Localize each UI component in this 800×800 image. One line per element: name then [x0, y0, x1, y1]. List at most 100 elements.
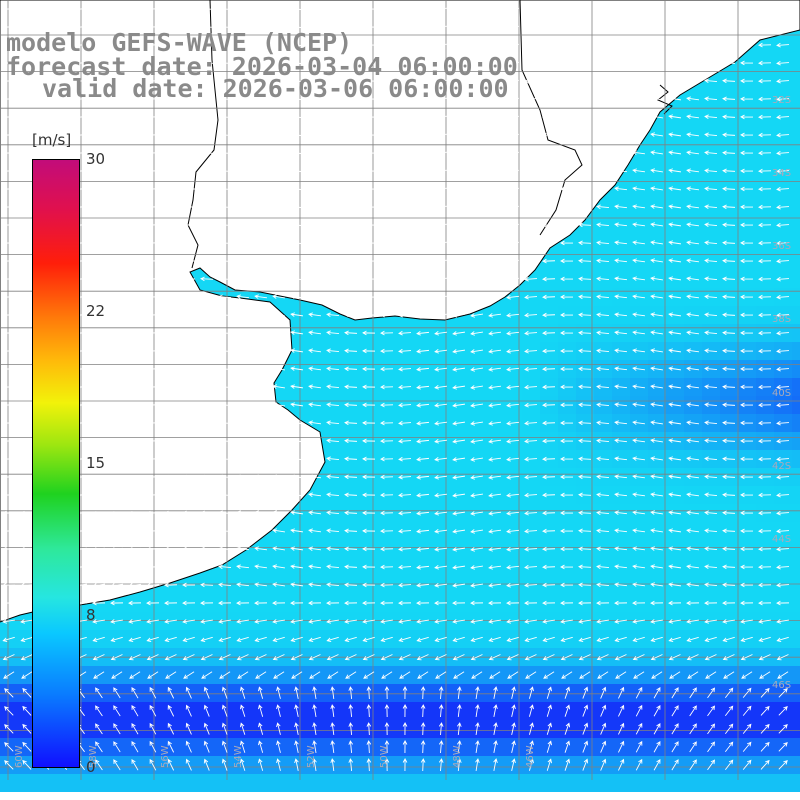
wind-arrow	[110, 457, 124, 462]
wind-arrow	[632, 654, 645, 661]
wind-arrow	[380, 600, 394, 606]
wind-arrow	[2, 366, 16, 372]
wind-arrow	[398, 204, 412, 210]
wind-arrow	[380, 240, 394, 246]
wind-arrow	[614, 546, 628, 551]
wind-arrow	[398, 528, 412, 534]
wind-arrow	[272, 114, 286, 119]
wind-arrow	[290, 312, 304, 317]
wind-cell	[72, 774, 90, 792]
wind-arrow	[258, 722, 264, 735]
wind-arrow	[506, 565, 520, 570]
wind-arrow	[254, 294, 268, 299]
wind-arrow	[110, 385, 124, 390]
wind-arrow	[777, 671, 789, 679]
wind-arrow	[380, 420, 394, 426]
wind-arrow	[704, 42, 718, 48]
wind-arrow	[434, 403, 448, 408]
wind-arrow	[704, 168, 718, 174]
wind-arrow	[722, 510, 736, 516]
wind-arrow	[113, 741, 121, 753]
wind-arrow	[200, 366, 214, 372]
wind-arrow	[182, 294, 196, 300]
wind-arrow	[2, 564, 16, 570]
wind-arrow	[452, 493, 466, 498]
wind-arrow	[398, 78, 412, 84]
wind-arrow	[668, 492, 682, 497]
wind-arrow	[668, 348, 682, 353]
wind-arrow	[488, 439, 502, 444]
wind-arrow	[542, 204, 556, 210]
wind-arrow	[290, 42, 304, 47]
wind-arrow	[488, 654, 501, 661]
wind-arrow	[290, 366, 304, 371]
wind-arrow	[344, 294, 358, 300]
wind-arrow	[596, 150, 610, 156]
wind-arrow	[308, 312, 322, 317]
wind-arrow	[344, 546, 358, 552]
wind-arrow	[542, 402, 556, 408]
wind-arrow	[758, 492, 772, 498]
wind-arrow	[164, 294, 178, 300]
wind-arrow	[20, 636, 33, 642]
wind-arrow	[308, 330, 322, 335]
wind-arrow	[182, 276, 196, 282]
wind-arrow	[560, 96, 574, 102]
wind-arrow	[542, 78, 556, 84]
wind-arrow	[362, 204, 376, 210]
wind-arrow	[470, 403, 483, 408]
wind-arrow	[92, 187, 106, 192]
wind-arrow	[776, 582, 790, 588]
wind-arrow	[507, 671, 519, 679]
wind-arrow	[74, 79, 88, 84]
wind-arrow	[542, 24, 556, 30]
wind-arrow	[578, 402, 592, 408]
wind-cell	[702, 774, 720, 792]
wind-cell	[792, 558, 800, 576]
wind-arrow	[740, 60, 754, 66]
wind-arrow	[20, 276, 34, 282]
wind-arrow	[272, 510, 286, 515]
wind-arrow	[542, 168, 556, 174]
wind-arrow	[164, 402, 178, 408]
wind-arrow	[578, 492, 592, 498]
wind-arrow	[434, 547, 448, 552]
wind-arrow	[578, 150, 592, 156]
wind-arrow	[560, 420, 574, 426]
wind-arrow	[614, 150, 628, 155]
wind-arrow	[22, 705, 32, 716]
wind-arrow	[236, 276, 250, 281]
wind-arrow	[92, 349, 106, 354]
wind-arrow	[470, 457, 483, 462]
wind-arrow	[344, 186, 358, 192]
wind-arrow	[290, 420, 304, 425]
wind-arrow	[452, 367, 466, 372]
wind-arrow	[578, 654, 591, 661]
wind-arrow	[434, 349, 448, 354]
wind-arrow	[380, 222, 394, 228]
wind-cell	[756, 774, 774, 792]
wind-arrow	[254, 456, 268, 461]
wind-arrow	[525, 671, 537, 679]
wind-arrow	[236, 528, 250, 533]
wind-arrow	[146, 456, 160, 462]
wind-arrow	[452, 151, 466, 156]
wind-arrow	[272, 348, 286, 353]
wind-arrow	[164, 204, 178, 210]
wind-arrow	[506, 277, 520, 282]
wind-arrow	[164, 60, 178, 66]
wind-arrow	[308, 114, 322, 119]
wind-arrow	[93, 671, 105, 679]
wind-arrow	[578, 96, 592, 102]
wind-arrow	[524, 348, 538, 354]
wind-arrow	[740, 402, 754, 408]
wind-arrow	[434, 565, 448, 570]
wind-arrow	[236, 330, 250, 335]
wind-arrow	[506, 7, 520, 12]
wind-arrow	[489, 671, 501, 679]
wind-arrow	[452, 7, 466, 12]
wind-arrow	[420, 704, 426, 718]
wind-arrow	[362, 258, 376, 264]
wind-arrow	[615, 671, 627, 679]
wind-arrow	[236, 438, 250, 443]
